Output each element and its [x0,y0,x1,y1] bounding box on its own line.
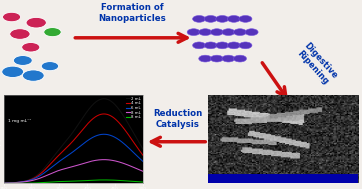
Bar [208,174,358,183]
Circle shape [26,17,46,28]
Circle shape [227,42,240,49]
Circle shape [3,12,21,22]
Y-axis label: Intensity (arb. units): Intensity (arb. units) [0,114,2,164]
Circle shape [233,55,247,62]
Text: Formation of
Nanoparticles: Formation of Nanoparticles [98,3,166,23]
Legend: 2 mL, 4 mL, 6 mL, 8 mL, 8 mL: 2 mL, 4 mL, 6 mL, 8 mL, 8 mL [126,96,141,120]
Circle shape [10,29,30,39]
Circle shape [245,29,258,36]
Circle shape [22,43,40,52]
Circle shape [233,29,247,36]
Text: Reduction
Catalysis: Reduction Catalysis [153,109,202,129]
Text: 1 mg mL⁻¹: 1 mg mL⁻¹ [8,119,31,123]
Circle shape [199,29,212,36]
Circle shape [22,70,44,81]
Circle shape [193,42,206,49]
Circle shape [239,42,252,49]
Circle shape [41,62,59,71]
Circle shape [193,15,206,22]
Circle shape [216,15,229,22]
Circle shape [44,28,61,37]
Circle shape [187,29,200,36]
Circle shape [222,55,235,62]
Circle shape [13,56,32,65]
Circle shape [227,15,240,22]
Circle shape [216,42,229,49]
Circle shape [222,29,235,36]
Circle shape [210,29,223,36]
Circle shape [204,15,217,22]
Circle shape [239,15,252,22]
Text: Digestive
Ripening: Digestive Ripening [294,41,339,88]
Circle shape [199,55,212,62]
Circle shape [204,42,217,49]
Circle shape [2,66,24,77]
Circle shape [210,55,223,62]
